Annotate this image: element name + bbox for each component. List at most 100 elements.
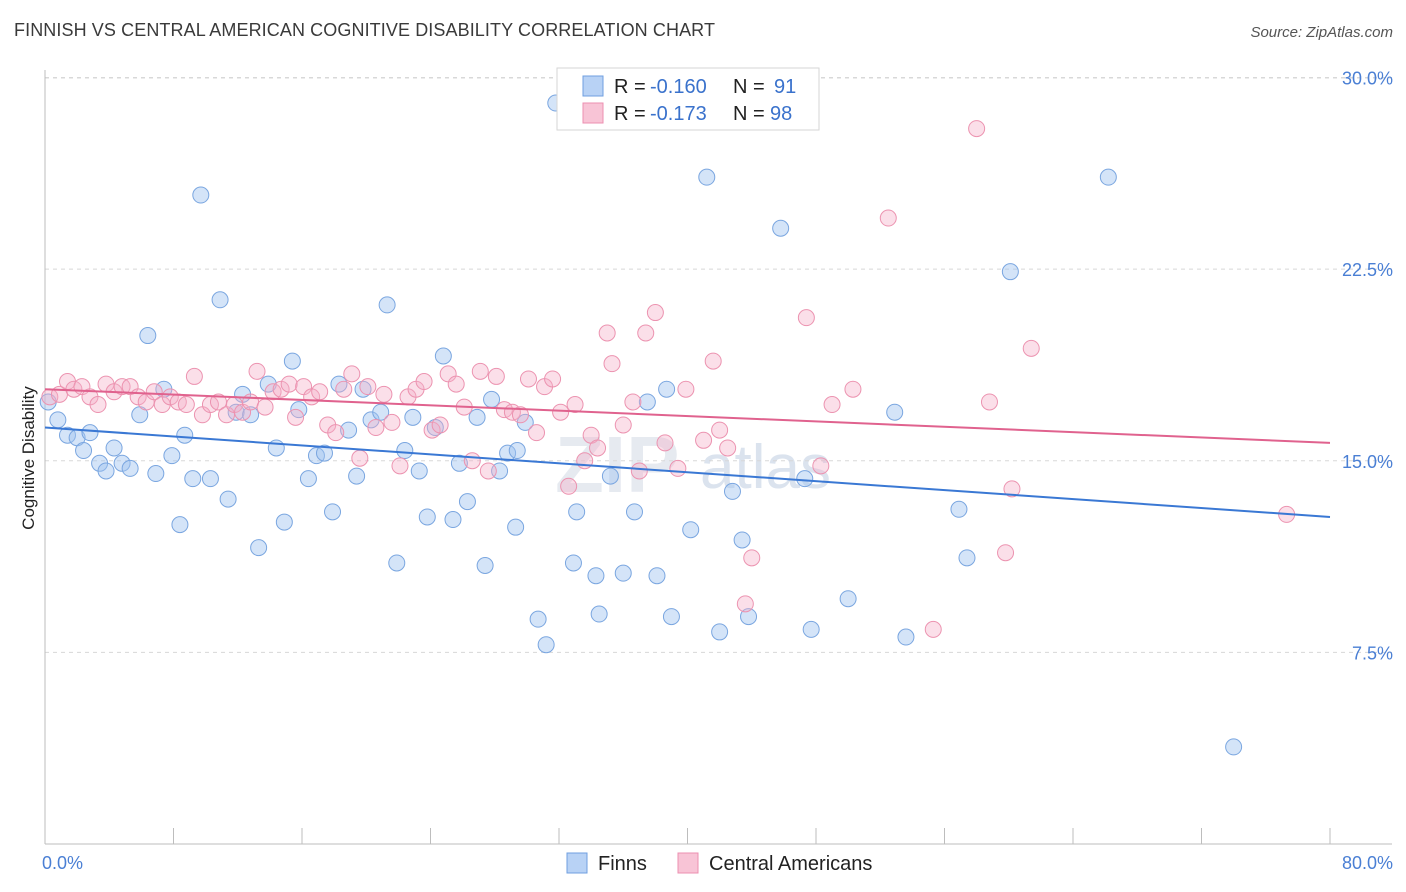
finns-point: [711, 623, 729, 641]
finns-point: [568, 503, 586, 521]
chart-title: FINNISH VS CENTRAL AMERICAN COGNITIVE DI…: [14, 20, 716, 40]
central-american-point: [415, 373, 433, 391]
top-legend: R = -0.160 N = 91 R = -0.173 N = 98: [556, 67, 820, 131]
finns-point: [410, 462, 428, 480]
finns-point: [950, 500, 968, 518]
central-american-point: [351, 449, 369, 467]
finns-point: [171, 516, 189, 534]
finns-point: [802, 620, 820, 638]
finns-point: [192, 186, 210, 204]
finns-point: [723, 482, 741, 500]
central-american-point: [359, 378, 377, 396]
finns-point: [113, 454, 131, 472]
finns-point: [418, 508, 436, 526]
watermark-atlas: atlas: [700, 433, 831, 502]
finns-point: [483, 390, 501, 408]
finns-point: [275, 513, 293, 531]
legend-swatch-finns: [582, 75, 604, 97]
central-american-point: [879, 209, 897, 227]
central-american-point: [487, 367, 505, 385]
central-american-point: [463, 452, 481, 470]
x-tick-label: 80.0%: [1342, 853, 1393, 873]
x-tick-label: 0.0%: [42, 853, 83, 873]
finns-point: [211, 291, 229, 309]
legend-ca-r-label: R =: [614, 103, 646, 125]
finns-point: [1099, 168, 1117, 186]
central-americans-points: [41, 120, 1296, 638]
finns-point: [354, 380, 372, 398]
finns-point: [426, 419, 444, 437]
finns-point: [330, 375, 348, 393]
finns-point: [81, 424, 99, 442]
central-american-point: [447, 375, 465, 393]
bottom-legend: Finns Central Americans: [566, 852, 872, 875]
legend-finns-n-label: N =: [733, 76, 765, 98]
finns-point: [662, 608, 680, 626]
central-american-point: [646, 304, 664, 322]
central-american-point: [695, 431, 713, 449]
central-american-point: [924, 620, 942, 638]
central-american-point: [743, 549, 761, 567]
bottom-legend-swatch-central-americans: [677, 852, 699, 874]
bottom-legend-label-finns: Finns: [598, 853, 647, 875]
finns-point: [58, 426, 76, 444]
central-american-point: [669, 459, 687, 477]
finns-point: [476, 557, 494, 575]
central-american-point: [552, 403, 570, 421]
central-american-point: [1003, 480, 1021, 498]
central-american-point: [560, 477, 578, 495]
finns-point: [184, 470, 202, 488]
central-american-point: [624, 393, 642, 411]
finns-point: [348, 467, 366, 485]
central-american-point: [391, 457, 409, 475]
central-american-point: [383, 413, 401, 431]
central-american-point: [844, 380, 862, 398]
central-american-point: [823, 396, 841, 414]
finns-point: [121, 459, 139, 477]
bottom-legend-swatch-finns: [566, 852, 588, 874]
central-american-point: [335, 380, 353, 398]
finns-point: [163, 447, 181, 465]
axes: [44, 70, 1392, 845]
finns-point: [458, 493, 476, 511]
finns-point: [590, 605, 608, 623]
central-american-point: [968, 120, 986, 138]
finns-point: [499, 444, 517, 462]
central-american-point: [598, 324, 616, 342]
central-american-point: [736, 595, 754, 613]
central-american-point: [797, 309, 815, 327]
central-american-point: [311, 383, 329, 401]
finns-point: [139, 327, 157, 345]
central-american-point: [367, 419, 385, 437]
finns-point: [648, 567, 666, 585]
trend-lines: [44, 388, 1331, 518]
finns-point: [147, 465, 165, 483]
central-american-point: [656, 434, 674, 452]
central-american-point: [980, 393, 998, 411]
central-american-point: [375, 385, 393, 403]
central-american-point: [327, 424, 345, 442]
finns-point: [105, 439, 123, 457]
finns-point: [97, 462, 115, 480]
finns-point: [434, 347, 452, 365]
finns-point: [796, 470, 814, 488]
finns-point: [450, 454, 468, 472]
finns-point: [529, 610, 547, 628]
finns-point: [340, 421, 358, 439]
central-american-point: [1022, 339, 1040, 357]
finns-point: [299, 470, 317, 488]
central-american-point: [528, 424, 546, 442]
finns-point: [75, 442, 93, 460]
central-american-point: [471, 362, 489, 380]
legend-finns-n-value: 91: [774, 76, 796, 98]
central-american-point: [630, 462, 648, 480]
central-american-point: [256, 398, 274, 416]
finns-point: [537, 636, 555, 654]
finns-point: [658, 380, 676, 398]
y-tick-label: 15.0%: [1342, 452, 1393, 472]
central-american-point: [287, 408, 305, 426]
central-american-point: [603, 355, 621, 373]
central-american-point: [185, 367, 203, 385]
central-american-point: [997, 544, 1015, 562]
finns-point: [897, 628, 915, 646]
